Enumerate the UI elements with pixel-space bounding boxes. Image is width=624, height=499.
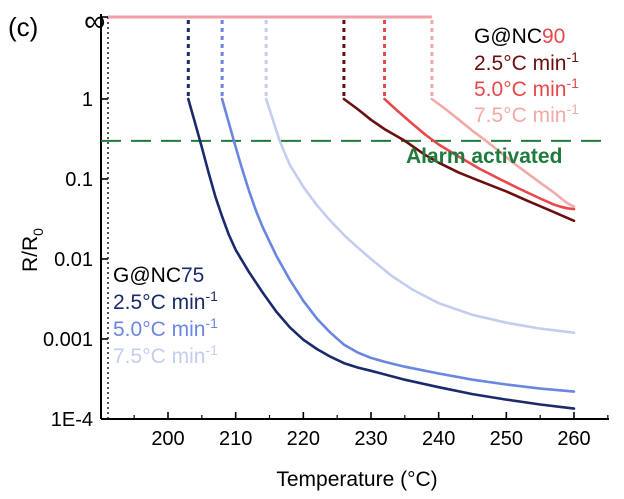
legend-g-nc75: G@NC75 2.5°C min-1 5.0°C min-1 7.5°C min… (113, 264, 218, 368)
legend-g-nc90-title: G@NC90 (474, 25, 565, 48)
legend-g-nc90: G@NC90 2.5°C min-1 5.0°C min-1 7.5°C min… (474, 25, 579, 127)
x-tick-label: 250 (490, 428, 523, 450)
y-axis-label-subscript: 0 (30, 228, 46, 236)
series-lines (107, 15, 576, 419)
panel-label: (c) (8, 12, 38, 42)
x-tick-label: 210 (219, 428, 252, 450)
axes: 200 210 220 230 240 250 260 1 0.1 0.01 0.001 1E-4 (43, 14, 609, 450)
y-tick-label: 1 (82, 89, 93, 111)
legend-entry-g90-5-0: 5.0°C min-1 (474, 75, 579, 101)
legend-entry-g90-7-5: 7.5°C min-1 (474, 101, 579, 127)
y-tick-label: 0.01 (54, 249, 93, 271)
y-tick-label-infinity: ∞ (84, 5, 105, 38)
legend-g-nc75-prefix: G@NC (113, 264, 181, 287)
legend-entry-g75-2-5-text: 2.5°C min (113, 291, 205, 314)
legend-entry-g75-2-5-sup: -1 (205, 288, 218, 304)
y-tick-label: 0.001 (43, 329, 93, 351)
legend-entry-g75-2-5: 2.5°C min-1 (113, 288, 218, 314)
y-axis-label: R/R0 (19, 228, 46, 272)
x-axis-label: Temperature (°C) (276, 468, 437, 491)
legend-entry-g75-7-5-text: 7.5°C min (113, 345, 205, 368)
legend-entry-g90-2-5-sup: -1 (566, 49, 579, 65)
legend-g-nc75-title: G@NC75 (113, 264, 204, 287)
series-line-1 (220, 97, 576, 393)
alarm-label: Alarm activated (406, 145, 562, 168)
legend-g-nc90-prefix: G@NC (474, 25, 542, 48)
legend-entry-g75-5-0: 5.0°C min-1 (113, 315, 218, 341)
legend-entry-g90-7-5-sup: -1 (566, 101, 579, 117)
legend-entry-g90-2-5: 2.5°C min-1 (474, 49, 579, 75)
series-line-0 (187, 97, 576, 410)
legend-entry-g90-5-0-text: 5.0°C min (474, 78, 566, 101)
legend-entry-g75-5-0-sup: -1 (205, 315, 218, 331)
x-tick-label: 230 (354, 428, 387, 450)
legend-entry-g75-5-0-text: 5.0°C min (113, 318, 205, 341)
y-tick-label: 0.1 (65, 169, 93, 191)
y-axis-label-main: R/R (19, 236, 42, 272)
series-line-4 (383, 97, 576, 211)
series-line-5 (430, 97, 576, 208)
legend-g-nc90-suffix: 90 (542, 25, 565, 48)
legend-entry-g75-7-5: 7.5°C min-1 (113, 342, 218, 368)
x-tick-label: 260 (557, 428, 590, 450)
series-line-2 (264, 97, 576, 335)
legend-entry-g75-7-5-sup: -1 (205, 342, 218, 358)
legend-entry-g90-2-5-text: 2.5°C min (474, 52, 566, 75)
legend-g-nc75-suffix: 75 (181, 264, 204, 287)
x-tick-label: 220 (287, 428, 320, 450)
legend-entry-g90-5-0-sup: -1 (566, 75, 579, 91)
legend-entry-g90-7-5-text: 7.5°C min (474, 104, 566, 127)
x-tick-label: 240 (422, 428, 455, 450)
y-tick-label: 1E-4 (51, 409, 93, 431)
series-line-3 (342, 97, 576, 223)
x-tick-label: 200 (151, 428, 184, 450)
